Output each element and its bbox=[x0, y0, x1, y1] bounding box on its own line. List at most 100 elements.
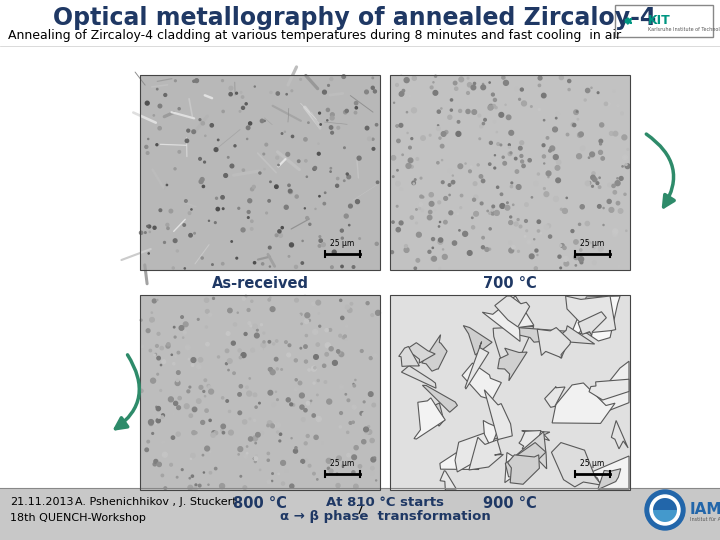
Circle shape bbox=[438, 201, 441, 204]
Circle shape bbox=[183, 224, 186, 226]
Circle shape bbox=[489, 104, 493, 109]
Circle shape bbox=[613, 131, 618, 136]
Circle shape bbox=[457, 213, 459, 214]
Circle shape bbox=[171, 436, 175, 440]
Circle shape bbox=[524, 235, 526, 237]
Circle shape bbox=[200, 178, 204, 181]
Circle shape bbox=[215, 468, 217, 470]
Circle shape bbox=[420, 195, 423, 198]
Circle shape bbox=[599, 139, 603, 143]
Circle shape bbox=[489, 228, 491, 230]
Circle shape bbox=[243, 298, 246, 300]
Circle shape bbox=[228, 308, 232, 313]
Circle shape bbox=[371, 471, 374, 475]
Circle shape bbox=[360, 411, 364, 415]
Circle shape bbox=[508, 144, 510, 146]
Circle shape bbox=[204, 396, 206, 397]
Circle shape bbox=[247, 138, 248, 139]
Circle shape bbox=[169, 210, 173, 213]
Circle shape bbox=[282, 482, 284, 485]
Polygon shape bbox=[552, 326, 595, 344]
Circle shape bbox=[256, 433, 260, 437]
Circle shape bbox=[292, 404, 294, 406]
Circle shape bbox=[157, 356, 161, 360]
Circle shape bbox=[189, 386, 191, 388]
Polygon shape bbox=[465, 342, 489, 389]
Circle shape bbox=[492, 205, 495, 208]
Polygon shape bbox=[578, 312, 606, 336]
Circle shape bbox=[404, 78, 409, 83]
Circle shape bbox=[343, 111, 347, 114]
Circle shape bbox=[254, 457, 258, 461]
Circle shape bbox=[554, 197, 559, 201]
Circle shape bbox=[270, 91, 272, 93]
Circle shape bbox=[318, 152, 320, 155]
Circle shape bbox=[505, 104, 506, 105]
Circle shape bbox=[184, 268, 186, 269]
Circle shape bbox=[336, 483, 340, 488]
Circle shape bbox=[414, 267, 416, 269]
Circle shape bbox=[253, 436, 258, 441]
Circle shape bbox=[460, 207, 462, 208]
Circle shape bbox=[184, 331, 186, 334]
Circle shape bbox=[571, 230, 574, 233]
Circle shape bbox=[161, 364, 162, 366]
Circle shape bbox=[352, 471, 355, 474]
Circle shape bbox=[215, 222, 216, 224]
Circle shape bbox=[166, 184, 168, 186]
Circle shape bbox=[318, 143, 319, 144]
Circle shape bbox=[271, 473, 274, 474]
Circle shape bbox=[267, 480, 271, 483]
Circle shape bbox=[577, 133, 582, 137]
Circle shape bbox=[329, 469, 333, 473]
Circle shape bbox=[627, 148, 629, 150]
Circle shape bbox=[496, 131, 498, 133]
Circle shape bbox=[222, 262, 224, 265]
Bar bbox=[140, 295, 380, 490]
Circle shape bbox=[362, 413, 366, 416]
Circle shape bbox=[517, 219, 519, 220]
Circle shape bbox=[474, 210, 478, 214]
Circle shape bbox=[560, 208, 562, 210]
Circle shape bbox=[234, 145, 236, 147]
Circle shape bbox=[515, 157, 517, 160]
Circle shape bbox=[590, 152, 595, 157]
Circle shape bbox=[224, 174, 228, 177]
Circle shape bbox=[330, 167, 331, 169]
Circle shape bbox=[521, 101, 526, 106]
Circle shape bbox=[373, 354, 377, 358]
Circle shape bbox=[497, 143, 500, 145]
Circle shape bbox=[588, 181, 590, 184]
Circle shape bbox=[308, 369, 310, 371]
Circle shape bbox=[157, 373, 158, 375]
Circle shape bbox=[309, 223, 311, 225]
Circle shape bbox=[492, 105, 495, 107]
Circle shape bbox=[300, 347, 302, 349]
Circle shape bbox=[294, 388, 297, 390]
Circle shape bbox=[271, 424, 274, 428]
Circle shape bbox=[304, 138, 307, 141]
Circle shape bbox=[176, 432, 180, 436]
Circle shape bbox=[203, 472, 204, 473]
Circle shape bbox=[346, 325, 348, 327]
Circle shape bbox=[525, 220, 527, 222]
Circle shape bbox=[197, 319, 199, 320]
Circle shape bbox=[214, 431, 217, 435]
Circle shape bbox=[459, 110, 462, 112]
Circle shape bbox=[150, 378, 156, 383]
Circle shape bbox=[372, 138, 374, 140]
Circle shape bbox=[217, 356, 220, 358]
Circle shape bbox=[254, 86, 256, 87]
Circle shape bbox=[140, 319, 142, 321]
Circle shape bbox=[485, 247, 489, 252]
Circle shape bbox=[244, 454, 248, 458]
Circle shape bbox=[506, 115, 511, 119]
Circle shape bbox=[305, 334, 307, 336]
Circle shape bbox=[147, 440, 150, 443]
Circle shape bbox=[473, 215, 474, 216]
Circle shape bbox=[284, 341, 287, 343]
Circle shape bbox=[526, 230, 528, 232]
Circle shape bbox=[153, 226, 156, 230]
Circle shape bbox=[201, 122, 204, 125]
Circle shape bbox=[247, 211, 250, 213]
